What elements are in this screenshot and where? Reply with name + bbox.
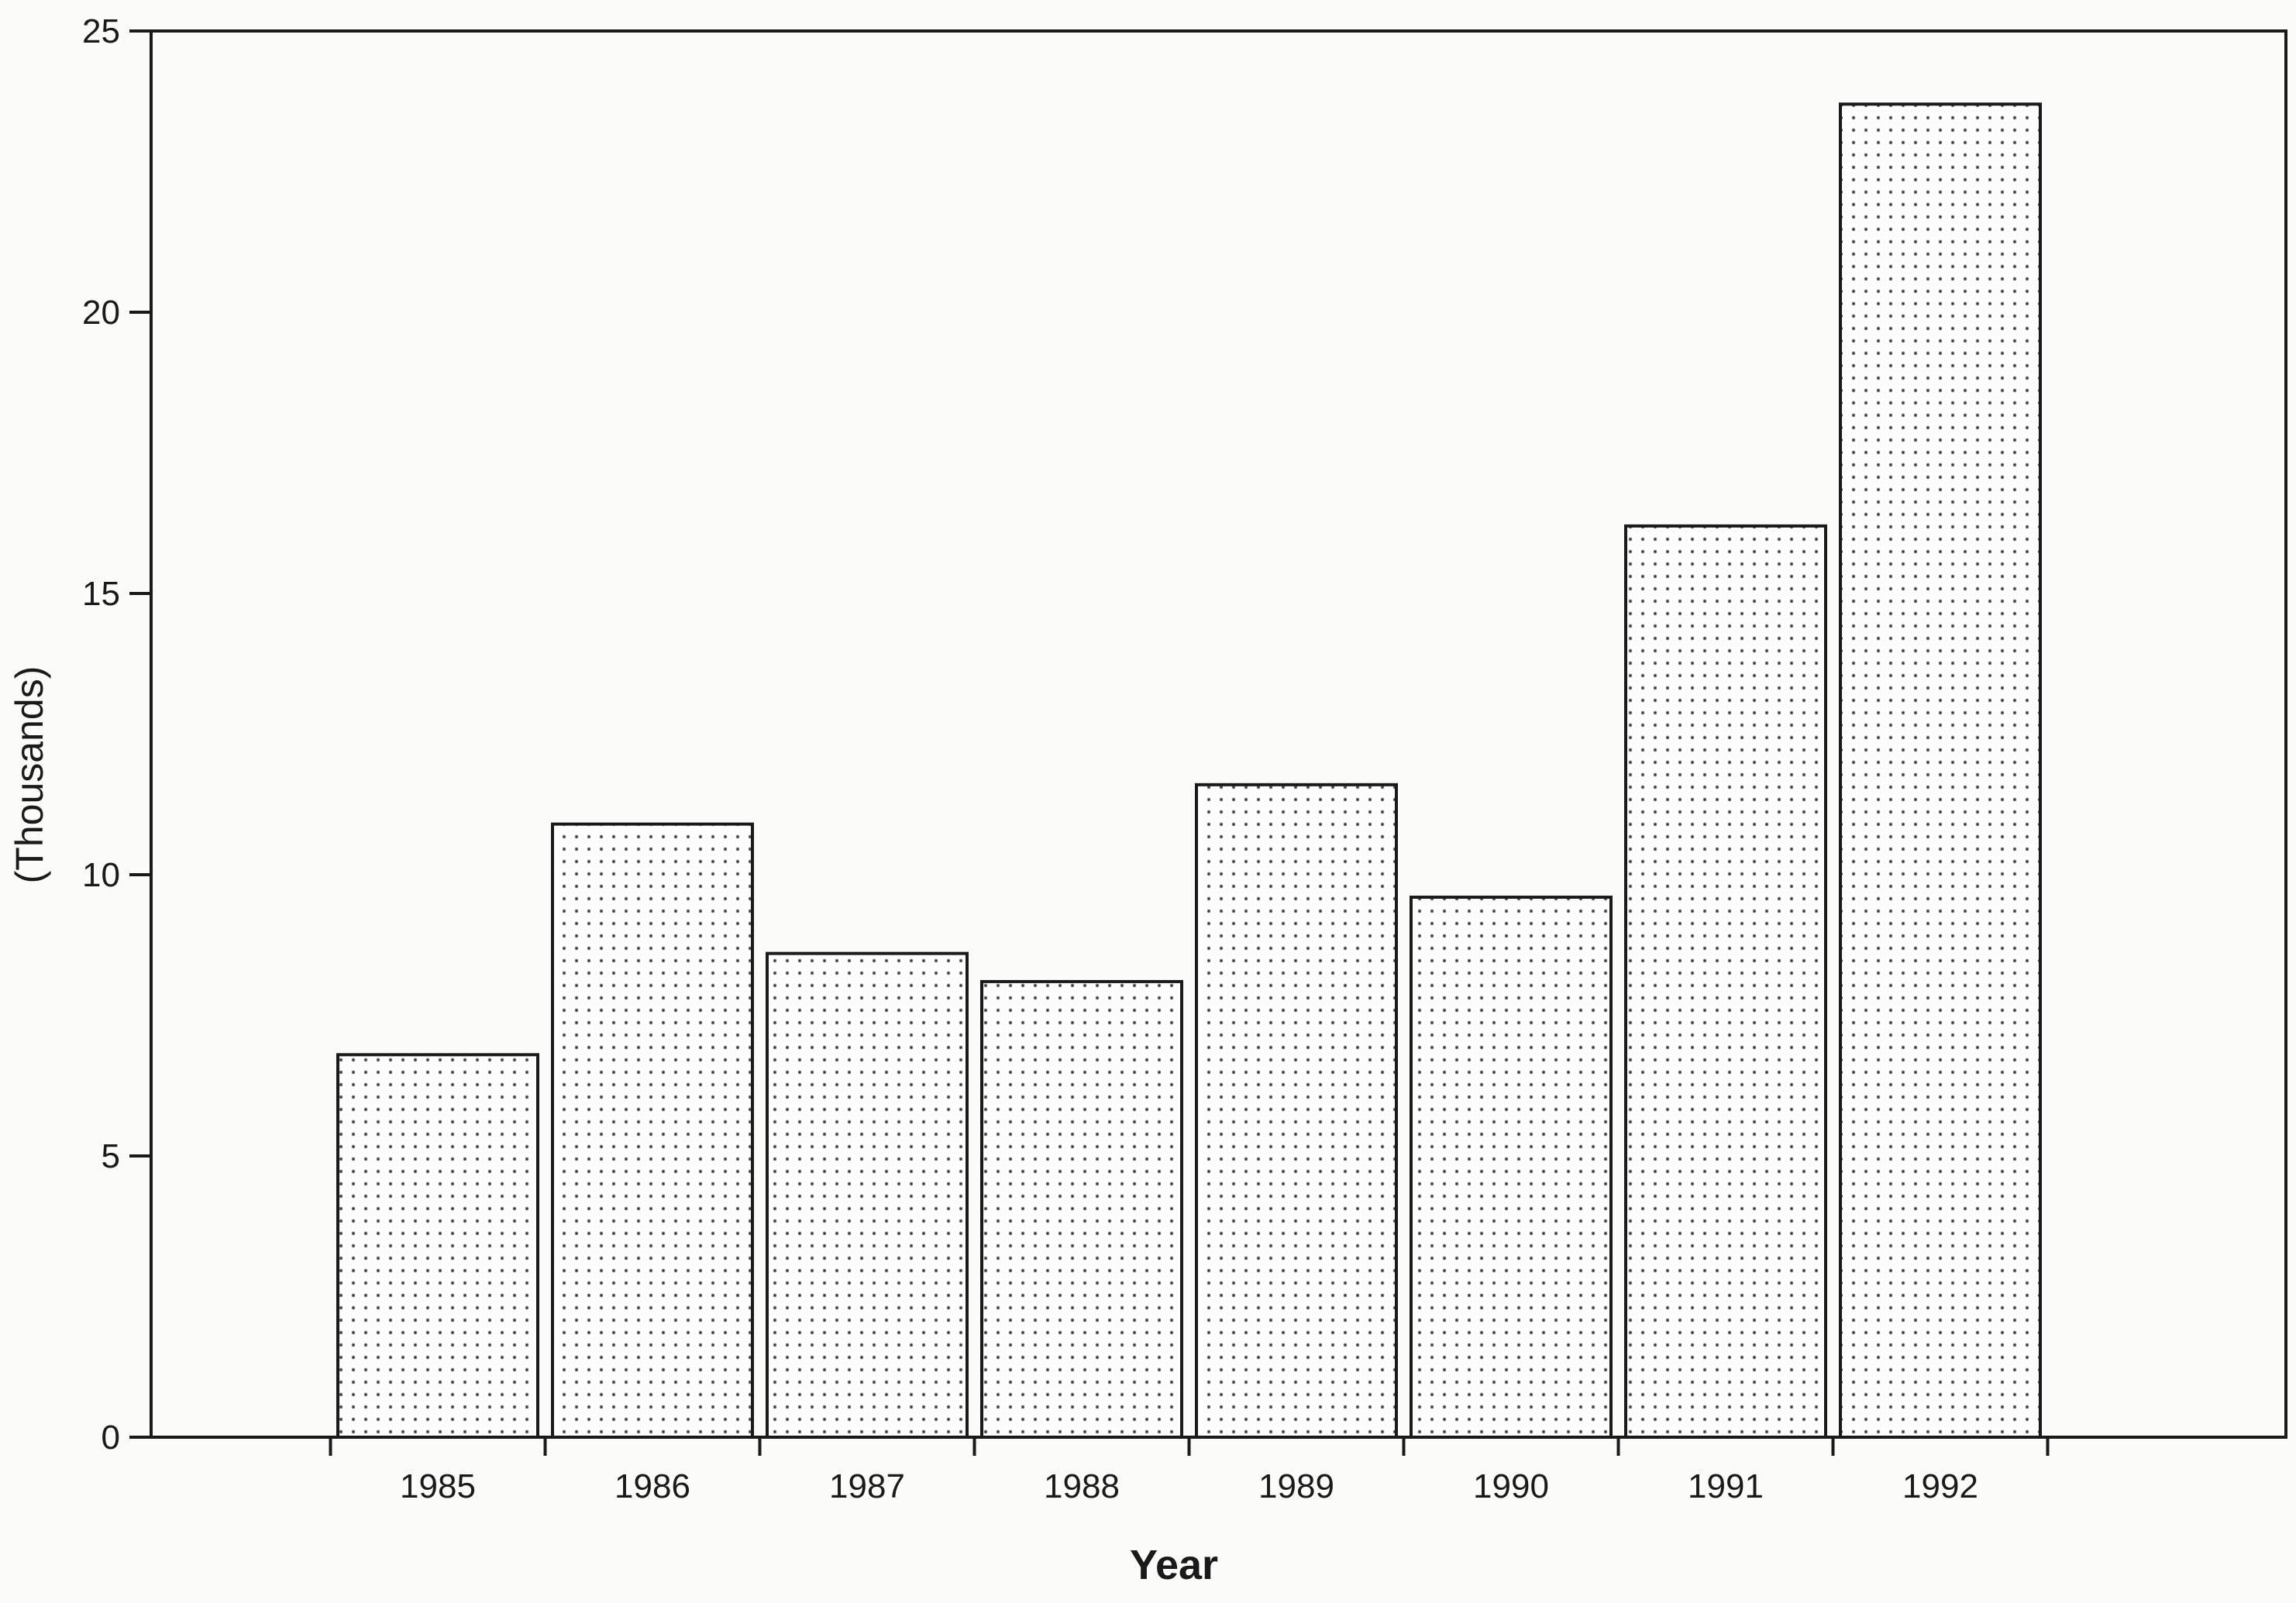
- x-tick-label: 1990: [1473, 1467, 1549, 1505]
- x-tick-label: 1988: [1044, 1467, 1120, 1505]
- bar-1992: [1839, 102, 2042, 1439]
- y-axis-ticks: 0 5 10 15 20 25: [82, 12, 151, 1457]
- bar-1988: [980, 979, 1183, 1439]
- y-tick-label: 20: [82, 294, 120, 332]
- x-tick-label: 1991: [1688, 1467, 1764, 1505]
- x-tick-label: 1986: [614, 1467, 690, 1505]
- bar-1986: [551, 822, 754, 1440]
- x-axis-ticks: 1985 1986 1987 1988 1989 1990 1991 1992: [329, 1437, 2050, 1505]
- y-tick-label: 15: [82, 575, 120, 613]
- x-tick-label: 1992: [1902, 1467, 1978, 1505]
- x-axis-title: Year: [1130, 1542, 1218, 1588]
- y-tick-label: 10: [82, 856, 120, 894]
- bar-1990: [1410, 896, 1613, 1440]
- bars-group: [336, 102, 2042, 1440]
- bar-1991: [1624, 524, 1827, 1439]
- y-tick-label: 0: [102, 1419, 120, 1457]
- bar-1985: [336, 1053, 539, 1439]
- y-tick-label: 5: [102, 1137, 120, 1175]
- y-tick-label: 25: [82, 12, 120, 50]
- x-tick-label: 1987: [829, 1467, 905, 1505]
- y-axis-title: (Thousands): [8, 666, 51, 884]
- x-tick-label: 1989: [1258, 1467, 1334, 1505]
- bar-1989: [1195, 783, 1398, 1439]
- bar-1987: [766, 951, 969, 1439]
- x-tick-label: 1985: [400, 1467, 476, 1505]
